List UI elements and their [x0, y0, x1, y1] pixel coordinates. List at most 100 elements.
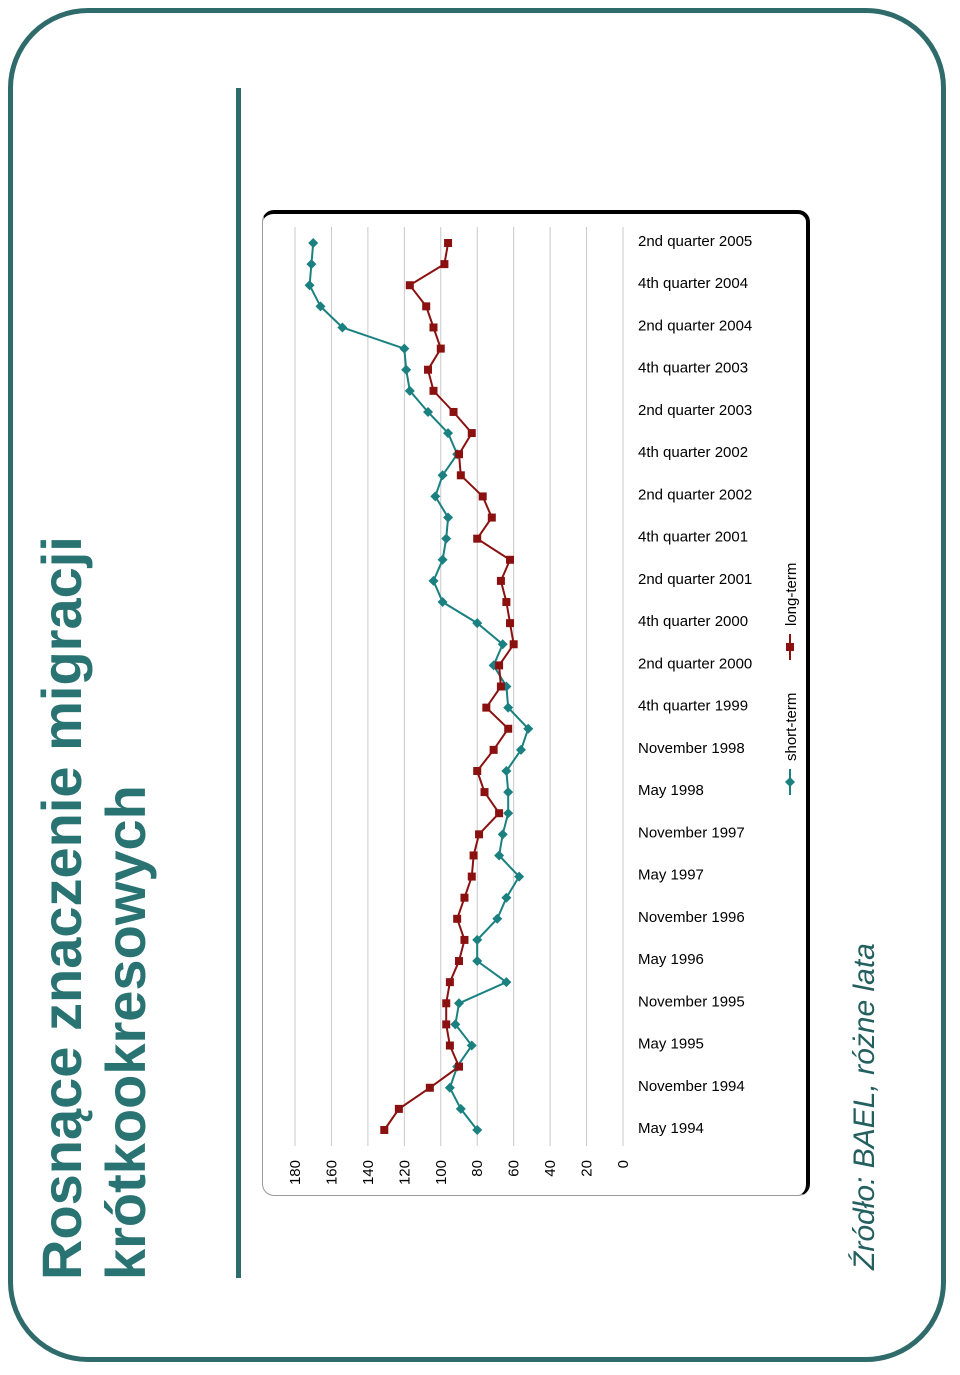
short-term-point — [306, 259, 317, 270]
long-term-point — [455, 450, 463, 459]
long-term-point — [489, 745, 498, 754]
y-tick-label: 120 — [396, 1160, 413, 1185]
y-tick-label: 160 — [323, 1160, 340, 1185]
y-tick-label: 40 — [542, 1160, 559, 1177]
long-term-point — [405, 281, 414, 290]
short-term-point — [437, 597, 448, 608]
short-term-point — [399, 343, 410, 354]
x-tick-label: 2nd quarter 2004 — [638, 317, 752, 334]
long-term-point — [480, 788, 489, 797]
x-tick-label: 4th quarter 2000 — [638, 613, 748, 630]
x-tick-label: November 1995 — [638, 993, 745, 1010]
long-term-point — [449, 407, 458, 416]
short-term-point — [401, 364, 412, 375]
long-term-point — [460, 935, 469, 944]
long-term-point — [429, 386, 438, 395]
short-term-point — [514, 871, 525, 882]
short-term-point — [450, 1019, 461, 1030]
short-term-point — [441, 533, 452, 544]
short-term-point — [497, 639, 508, 650]
short-term-point — [501, 892, 512, 903]
long-term-point — [394, 1104, 403, 1113]
short-term-point — [428, 575, 439, 586]
x-tick-label: November 1998 — [638, 740, 745, 757]
x-tick-label: November 1997 — [638, 824, 745, 841]
long-term-point — [469, 851, 478, 860]
long-term-point — [482, 703, 491, 712]
x-tick-label: May 1996 — [638, 951, 704, 968]
long-term-point — [445, 978, 454, 987]
short-term-point — [503, 808, 514, 819]
long-term-point — [502, 598, 511, 607]
long-term-point — [509, 640, 518, 649]
title-line-2: krótkookresowych — [94, 785, 157, 1280]
long-term-point — [429, 323, 438, 332]
long-term-point — [442, 999, 451, 1008]
slide-frame — [8, 8, 946, 1362]
long-term-point — [440, 260, 449, 269]
short-term-point — [444, 1082, 455, 1093]
legend-label: short-term — [783, 693, 800, 761]
long-term-point — [424, 365, 433, 374]
long-term-point — [460, 893, 469, 902]
short-term-point — [404, 385, 415, 396]
long-term-point — [487, 513, 496, 522]
x-tick-label: November 1996 — [638, 909, 745, 926]
short-term-point — [443, 428, 454, 439]
y-tick-label: 60 — [506, 1160, 523, 1177]
y-tick-label: 20 — [579, 1160, 596, 1177]
long-term-point — [425, 1083, 434, 1092]
long-term-point — [496, 576, 505, 585]
short-term-point — [437, 554, 448, 565]
short-term-point — [454, 998, 464, 1009]
long-term-point — [455, 1062, 463, 1071]
short-term-point — [492, 913, 503, 924]
x-tick-label: May 1998 — [638, 782, 704, 799]
short-term-point — [423, 406, 434, 417]
long-term-point — [478, 492, 487, 501]
short-term-point — [437, 470, 448, 481]
short-term-point — [308, 238, 319, 248]
long-term-point — [506, 619, 515, 628]
x-tick-label: 4th quarter 2001 — [638, 529, 748, 546]
long-term-point — [475, 830, 484, 839]
legend-marker — [786, 643, 794, 651]
long-term-point — [506, 555, 515, 564]
long-term-point — [496, 682, 505, 691]
long-term-point — [455, 957, 463, 966]
short-term-point — [494, 850, 505, 861]
y-tick-label: 180 — [287, 1160, 304, 1185]
chart-container: 0 20 40 60 80 100 120 140 160 180 2nd quarter 2005… — [262, 210, 810, 1196]
short-term-point — [443, 512, 454, 523]
y-tick-label: 100 — [433, 1160, 450, 1185]
short-term-point — [466, 1040, 477, 1051]
long-term-series-line — [383, 242, 515, 1131]
long-term-point — [467, 872, 476, 881]
long-term-point — [444, 239, 453, 247]
y-tick-label: 0 — [615, 1160, 632, 1168]
x-tick-label: May 1995 — [638, 1036, 704, 1053]
short-term-point — [472, 934, 483, 945]
title-divider — [236, 88, 241, 1278]
long-term-point — [456, 471, 465, 480]
title-line-1: Rosnące znaczenie migracji — [30, 536, 93, 1280]
x-tick-label: 4th quarter 2003 — [638, 360, 748, 377]
x-tick-label: 4th quarter 2004 — [638, 275, 748, 292]
short-term-point — [337, 322, 348, 333]
x-tick-label: 4th quarter 2002 — [638, 444, 748, 461]
short-term-point — [523, 723, 534, 734]
short-term-point — [503, 787, 514, 798]
short-term-point — [472, 956, 483, 967]
short-term-point — [315, 301, 326, 312]
short-term-point — [501, 977, 512, 988]
long-term-point — [442, 1020, 451, 1029]
short-term-point — [472, 1125, 483, 1135]
short-term-point — [304, 280, 315, 291]
long-term-point — [380, 1126, 389, 1134]
y-tick-label: 80 — [469, 1160, 486, 1177]
x-tick-label: 2nd quarter 2000 — [638, 655, 752, 672]
y-tick-label: 140 — [360, 1160, 377, 1185]
slide-title: Rosnące znaczenie migracji krótkookresow… — [30, 536, 240, 1280]
x-tick-label: 4th quarter 1999 — [638, 698, 748, 715]
x-tick-label: November 1994 — [638, 1078, 745, 1095]
